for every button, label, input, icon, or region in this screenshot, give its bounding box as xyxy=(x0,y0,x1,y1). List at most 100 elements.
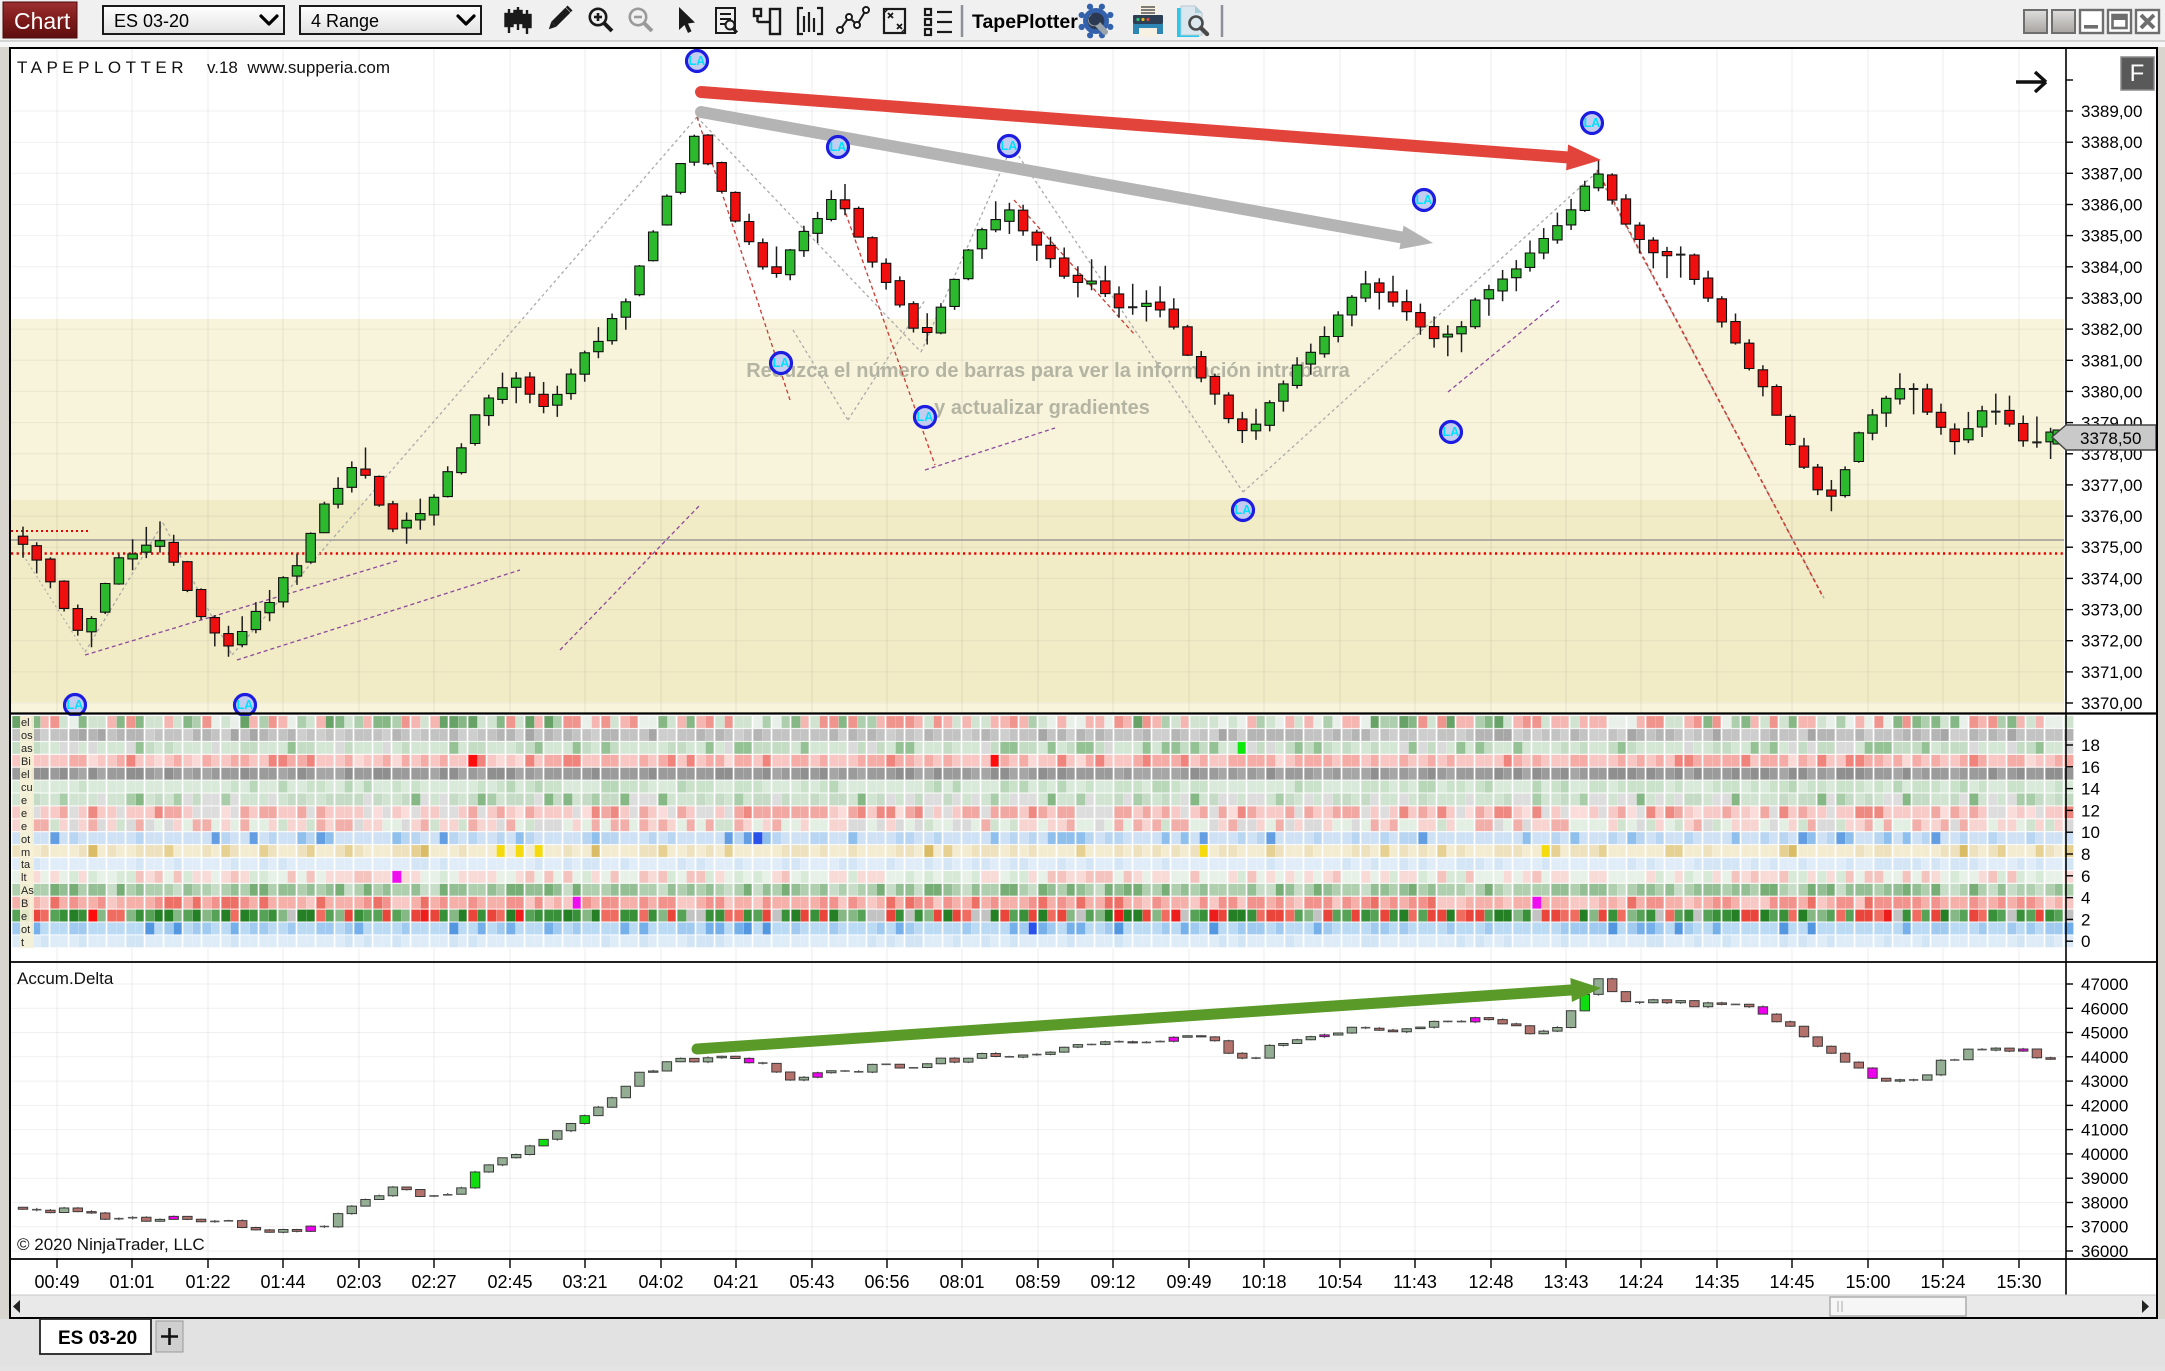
svg-text:os: os xyxy=(21,730,33,742)
svg-text:e: e xyxy=(21,808,27,820)
svg-text:06:56: 06:56 xyxy=(864,1272,909,1292)
svg-text:ES 03-20: ES 03-20 xyxy=(114,11,189,31)
svg-text:02:03: 02:03 xyxy=(336,1272,381,1292)
svg-text:ES 03-20: ES 03-20 xyxy=(58,1328,137,1349)
svg-text:As: As xyxy=(21,885,34,897)
svg-text:09:49: 09:49 xyxy=(1166,1272,1211,1292)
svg-text:15:24: 15:24 xyxy=(1920,1272,1965,1292)
svg-text:ta: ta xyxy=(21,859,31,871)
svg-text:38000: 38000 xyxy=(2081,1194,2128,1213)
svg-text:43000: 43000 xyxy=(2081,1072,2128,1091)
svg-text:12: 12 xyxy=(2081,801,2100,820)
svg-text:LA: LA xyxy=(689,54,706,68)
svg-text:2: 2 xyxy=(2081,910,2090,929)
svg-text:3377,00: 3377,00 xyxy=(2081,476,2142,495)
svg-text:12:48: 12:48 xyxy=(1468,1272,1513,1292)
svg-text:v.18 www.supperia.com: v.18 www.supperia.com xyxy=(207,58,390,77)
svg-text:01:01: 01:01 xyxy=(109,1272,154,1292)
svg-text:05:43: 05:43 xyxy=(789,1272,834,1292)
svg-text:LA: LA xyxy=(830,140,847,154)
svg-text:15:00: 15:00 xyxy=(1845,1272,1890,1292)
svg-text:6: 6 xyxy=(2081,867,2090,886)
svg-text:TAPEPLOTTER: TAPEPLOTTER xyxy=(17,58,188,77)
svg-text:4: 4 xyxy=(2081,889,2090,908)
svg-text:10: 10 xyxy=(2081,823,2100,842)
svg-text:08:01: 08:01 xyxy=(939,1272,984,1292)
svg-text:39000: 39000 xyxy=(2081,1169,2128,1188)
svg-text:3372,00: 3372,00 xyxy=(2081,632,2142,651)
svg-text:10:54: 10:54 xyxy=(1317,1272,1362,1292)
svg-text:3380,00: 3380,00 xyxy=(2081,382,2142,401)
svg-text:e: e xyxy=(21,911,27,923)
svg-text:01:44: 01:44 xyxy=(260,1272,305,1292)
svg-text:13:43: 13:43 xyxy=(1543,1272,1588,1292)
svg-text:3370,00: 3370,00 xyxy=(2081,694,2142,713)
svg-text:LA: LA xyxy=(1443,425,1460,439)
svg-text:LA: LA xyxy=(1235,503,1252,517)
svg-text:01:22: 01:22 xyxy=(185,1272,230,1292)
svg-text:14:45: 14:45 xyxy=(1769,1272,1814,1292)
svg-text:3386,00: 3386,00 xyxy=(2081,196,2142,215)
svg-text:el: el xyxy=(21,769,30,781)
svg-text:LA: LA xyxy=(1001,139,1018,153)
svg-text:3385,00: 3385,00 xyxy=(2081,227,2142,246)
svg-text:F: F xyxy=(2130,60,2145,87)
svg-text:40000: 40000 xyxy=(2081,1145,2128,1164)
svg-text:LA: LA xyxy=(1584,116,1601,130)
svg-text:LA: LA xyxy=(67,698,84,712)
svg-text:42000: 42000 xyxy=(2081,1096,2128,1115)
svg-text:08:59: 08:59 xyxy=(1015,1272,1060,1292)
svg-text:37000: 37000 xyxy=(2081,1218,2128,1237)
svg-text:Reduzca el número de barras pa: Reduzca el número de barras para ver la … xyxy=(746,360,1350,382)
svg-text:46000: 46000 xyxy=(2081,999,2128,1018)
svg-text:18: 18 xyxy=(2081,736,2100,755)
svg-text:0: 0 xyxy=(2081,932,2090,951)
svg-text:3389,00: 3389,00 xyxy=(2081,102,2142,121)
svg-text:3371,00: 3371,00 xyxy=(2081,663,2142,682)
svg-text:03:21: 03:21 xyxy=(562,1272,607,1292)
svg-text:44000: 44000 xyxy=(2081,1048,2128,1067)
svg-text:14:35: 14:35 xyxy=(1694,1272,1739,1292)
svg-text:11:43: 11:43 xyxy=(1393,1272,1437,1292)
svg-text:as: as xyxy=(21,743,33,755)
svg-text:4 Range: 4 Range xyxy=(311,11,379,31)
svg-text:3387,00: 3387,00 xyxy=(2081,164,2142,183)
svg-text:ot: ot xyxy=(21,924,30,936)
svg-text:LA: LA xyxy=(1416,193,1433,207)
svg-text:14: 14 xyxy=(2081,780,2100,799)
svg-text:Chart: Chart xyxy=(14,8,71,34)
svg-text:3376,00: 3376,00 xyxy=(2081,507,2142,526)
svg-text:3382,00: 3382,00 xyxy=(2081,320,2142,339)
svg-text:02:27: 02:27 xyxy=(411,1272,456,1292)
svg-text:LA: LA xyxy=(237,698,254,712)
svg-text:el: el xyxy=(21,717,30,729)
svg-text:41000: 41000 xyxy=(2081,1121,2128,1140)
svg-text:3383,00: 3383,00 xyxy=(2081,289,2142,308)
svg-text:© 2020 NinjaTrader, LLC: © 2020 NinjaTrader, LLC xyxy=(17,1235,205,1254)
svg-text:lt: lt xyxy=(21,872,27,884)
svg-text:3373,00: 3373,00 xyxy=(2081,601,2142,620)
svg-text:LA: LA xyxy=(917,410,934,424)
svg-text:m: m xyxy=(21,847,30,859)
svg-text:y actualizar gradientes: y actualizar gradientes xyxy=(934,397,1150,419)
svg-text:LA: LA xyxy=(773,356,790,370)
svg-text:cu: cu xyxy=(21,782,33,794)
svg-text:00:49: 00:49 xyxy=(34,1272,79,1292)
svg-text:B: B xyxy=(21,898,28,910)
svg-text:3375,00: 3375,00 xyxy=(2081,538,2142,557)
svg-text:3381,00: 3381,00 xyxy=(2081,351,2142,370)
svg-text:Accum.Delta: Accum.Delta xyxy=(17,969,114,988)
svg-text:Bi: Bi xyxy=(21,756,31,768)
svg-text:09:12: 09:12 xyxy=(1090,1272,1135,1292)
svg-text:3374,00: 3374,00 xyxy=(2081,569,2142,588)
svg-text:04:21: 04:21 xyxy=(713,1272,758,1292)
svg-text:36000: 36000 xyxy=(2081,1242,2128,1261)
svg-text:02:45: 02:45 xyxy=(487,1272,532,1292)
svg-text:04:02: 04:02 xyxy=(638,1272,683,1292)
svg-text:14:24: 14:24 xyxy=(1618,1272,1663,1292)
svg-text:t: t xyxy=(21,937,24,949)
svg-text:TapePlotter: TapePlotter xyxy=(972,11,1078,33)
svg-text:16: 16 xyxy=(2081,758,2100,777)
svg-text:ot: ot xyxy=(21,834,30,846)
svg-text:15:30: 15:30 xyxy=(1996,1272,2041,1292)
